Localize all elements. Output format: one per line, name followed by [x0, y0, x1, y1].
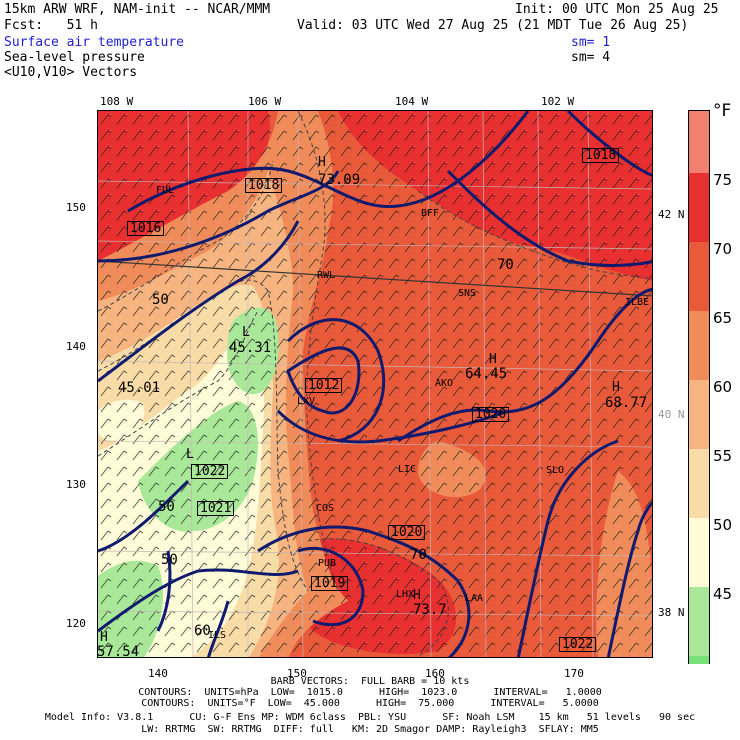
station-bff: BFF — [421, 208, 440, 219]
colorbar-swatch-50-55 — [689, 449, 709, 518]
init-time: Init: 00 UTC Mon 25 Aug 25 — [515, 2, 719, 17]
colorbar-swatch-40-45 — [689, 587, 709, 656]
colorbar-swatch-45-50 — [689, 518, 709, 587]
station-sns: SNS — [458, 288, 477, 299]
colorbar-swatch-55-60 — [689, 380, 709, 449]
temp-label-60: 60 — [194, 623, 211, 639]
temp-label-50-south: 50 — [161, 552, 178, 568]
high-marker-1: H — [318, 155, 326, 170]
colorbar-unit: °F — [713, 101, 732, 121]
colorbar-label-50: 50 — [713, 516, 733, 534]
field-pressure-smoothing: sm= 4 — [571, 50, 611, 65]
footer-model-physics: LW: RRTMG SW: RRTMG DIFF: full KM: 2D Sm… — [141, 724, 599, 735]
high-marker-2: H — [489, 352, 497, 367]
left-tick-120: 120 — [66, 617, 86, 630]
station-lhx: LHX — [396, 589, 415, 600]
left-tick-130: 130 — [66, 478, 86, 491]
temp-label-70-north: 70 — [497, 257, 514, 273]
colorbar-swatch-70-75 — [689, 173, 709, 242]
right-tick-38n: 38 N — [658, 606, 685, 619]
station-ako: AKO — [435, 378, 454, 389]
forecast-map — [97, 110, 653, 658]
colorbar-label-65: 65 — [713, 309, 733, 327]
colorbar-swatch-below-40 — [689, 656, 709, 664]
colorbar-swatch-65-70 — [689, 242, 709, 311]
field-wind-vectors: <U10,V10> Vectors — [4, 65, 138, 80]
top-tick-106w: 106 W — [248, 95, 282, 108]
isobar-label-1016: 1016 — [127, 221, 165, 236]
state-boundaries — [98, 260, 652, 297]
forecast-hour: Fcst: 51 h — [4, 18, 98, 33]
high-value-4: 73.7 — [413, 602, 447, 618]
valid-time: Valid: 03 UTC Wed 27 Aug 25 (21 MDT Tue … — [297, 18, 689, 33]
low-marker-1: L — [242, 325, 250, 340]
bottom-tick-170: 170 — [564, 667, 584, 680]
colorbar-label-55: 55 — [713, 447, 733, 465]
station-rwl: RWL — [317, 270, 336, 281]
footer-barb-vectors: BARB VECTORS: FULL BARB = 10 kts — [270, 676, 470, 687]
right-tick-42n: 42 N — [658, 208, 685, 221]
isobar-label-1021: 1021 — [197, 501, 235, 516]
high-value-1: 73.09 — [318, 172, 361, 188]
top-tick-108w: 108 W — [100, 95, 134, 108]
field-temperature: Surface air temperature — [4, 35, 185, 50]
left-tick-150: 150 — [66, 201, 86, 214]
temperature-colorbar — [688, 110, 710, 664]
isobar-label-1012: 1012 — [305, 378, 343, 393]
footer-pressure-contours: CONTOURS: UNITS=hPa LOW= 1015.0 HIGH= 10… — [138, 687, 602, 698]
isobar-label-1019: 1019 — [311, 576, 349, 591]
station-ilbe: ILBE — [625, 297, 650, 308]
station-cos: COS — [316, 503, 335, 514]
footer-temperature-contours: CONTOURS: UNITS=°F LOW= 45.000 HIGH= 75.… — [141, 698, 599, 709]
high-value-5: 57.54 — [97, 644, 140, 660]
station-ful: FUL — [156, 185, 175, 196]
station-lic: LIC — [398, 464, 417, 475]
isobar-label-1022: 1022 — [191, 464, 229, 479]
high-marker-4: H — [413, 588, 421, 603]
high-marker-5: H — [100, 630, 108, 645]
top-tick-102w: 102 W — [541, 95, 575, 108]
left-tick-140: 140 — [66, 340, 86, 353]
temp-label-50-north: 50 — [152, 292, 169, 308]
isobar-label-1018-northeast: 1018 — [582, 148, 620, 163]
colorbar-label-75: 75 — [713, 171, 733, 189]
colorbar-label-45: 45 — [713, 585, 733, 603]
pressure-isobars — [98, 111, 652, 657]
top-tick-104w: 104 W — [395, 95, 429, 108]
station-pub: PUB — [318, 558, 337, 569]
field-temperature-smoothing: sm= 1 — [571, 35, 611, 50]
high-marker-3: H — [612, 380, 620, 395]
low-value-2: 45.01 — [118, 380, 161, 396]
colorbar-label-60: 60 — [713, 378, 733, 396]
isobar-label-1020-south: 1020 — [388, 525, 426, 540]
map-canvas — [98, 111, 652, 657]
low-value-1: 45.31 — [229, 340, 272, 356]
station-ils: ILS — [208, 630, 227, 641]
footer-model-info: Model Info: V3.8.1 CU: G-F Ens MP: WDM 6… — [44, 712, 696, 723]
field-pressure: Sea-level pressure — [4, 50, 145, 65]
station-laa: LAA — [465, 593, 484, 604]
high-value-3: 68.77 — [605, 395, 648, 411]
isobar-label-1020-east: 1020 — [472, 407, 510, 422]
isobar-label-1018-north: 1018 — [245, 178, 283, 193]
colorbar-swatch-60-65 — [689, 311, 709, 380]
model-title: 15km ARW WRF, NAM-init -- NCAR/MMM — [4, 2, 271, 17]
station-slo: SLO — [546, 465, 565, 476]
temp-label-70-south: 70 — [410, 547, 427, 563]
low-marker-3: L — [186, 447, 194, 462]
high-value-2: 64.45 — [465, 366, 508, 382]
bottom-tick-150: 150 — [287, 667, 307, 680]
station-lxv: LXV — [297, 396, 316, 407]
isobar-label-1022-southeast: 1022 — [559, 637, 597, 652]
temp-label-50-center: 50 — [158, 499, 175, 515]
colorbar-label-70: 70 — [713, 240, 733, 258]
right-tick-40n: 40 N — [658, 408, 685, 421]
bottom-tick-140: 140 — [148, 667, 168, 680]
colorbar-swatch-above-75 — [689, 111, 709, 173]
wind-barbs — [98, 111, 652, 657]
bottom-tick-160: 160 — [425, 667, 445, 680]
